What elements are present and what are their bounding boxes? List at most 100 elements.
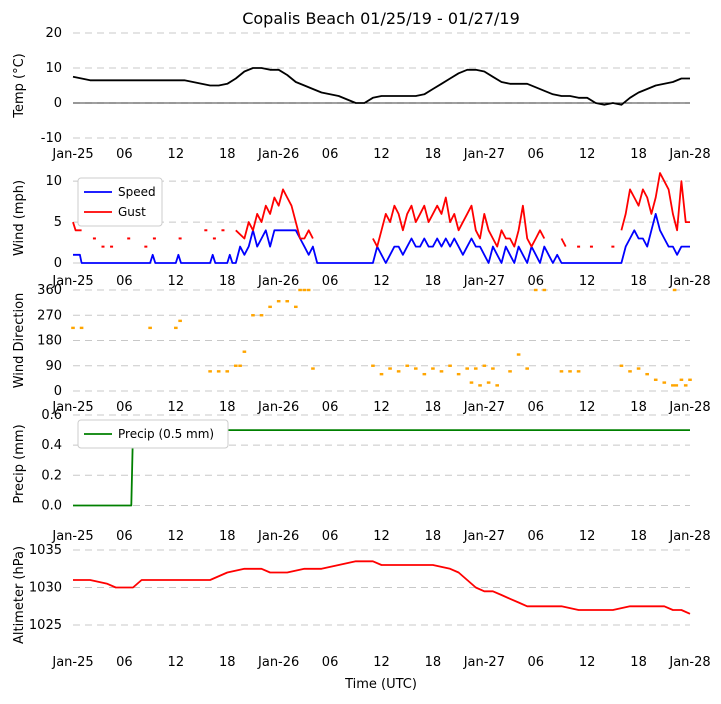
x-tick-label: 12 (168, 147, 185, 162)
data-point (208, 370, 212, 373)
x-axis-label: Time (UTC) (344, 677, 417, 692)
data-point (178, 319, 182, 323)
legend-box (77, 419, 229, 449)
series-line (72, 67, 690, 106)
data-point (234, 364, 238, 367)
x-tick-label: Jan-28 (668, 147, 710, 162)
y-tick-label: 0 (54, 256, 62, 271)
data-point (311, 367, 315, 370)
x-tick-label: Jan-25 (51, 655, 93, 670)
x-tick-label: 06 (116, 400, 133, 415)
x-tick-label: Jan-27 (463, 400, 505, 415)
legend-entry: Precip (0.5 mm) (118, 427, 214, 441)
x-tick-label: 12 (373, 529, 390, 544)
data-point (298, 288, 302, 292)
data-point (577, 245, 581, 248)
y-axis-label: Altimeter (hPa) (12, 546, 27, 644)
data-point (662, 381, 667, 384)
series-line (620, 172, 690, 232)
x-tick-label: Jan-26 (257, 147, 299, 162)
y-tick-label: 10 (45, 61, 62, 76)
data-point (92, 237, 96, 240)
y-tick-label: 5 (54, 215, 62, 230)
data-point (178, 237, 182, 240)
data-point (473, 367, 478, 370)
x-tick-label: Jan-28 (668, 529, 710, 544)
y-tick-label: 1030 (29, 581, 62, 596)
data-point (144, 245, 148, 248)
x-tick-label: 06 (527, 147, 544, 162)
x-tick-label: Jan-25 (51, 274, 93, 289)
y-axis-label: Wind Direction (12, 293, 27, 389)
x-tick-label: 06 (116, 274, 133, 289)
x-tick-label: 18 (219, 655, 236, 670)
x-tick-label: 18 (425, 529, 442, 544)
data-point (576, 370, 581, 373)
x-tick-label: 12 (579, 400, 596, 415)
data-point (276, 300, 281, 303)
data-point (672, 288, 677, 292)
x-tick-label: 06 (116, 147, 133, 162)
y-axis-label: Precip (mm) (12, 424, 27, 503)
data-point (225, 370, 230, 373)
x-tick-label: Jan-28 (668, 655, 710, 670)
data-point (216, 370, 221, 373)
data-point (371, 364, 375, 367)
x-tick-label: 06 (322, 400, 339, 415)
data-point (486, 381, 491, 384)
data-point (465, 367, 469, 370)
y-tick-label: 90 (45, 359, 62, 374)
data-point (533, 288, 538, 292)
x-tick-label: Jan-25 (51, 147, 93, 162)
data-point (71, 326, 75, 330)
x-tick-label: Jan-26 (257, 400, 299, 415)
x-tick-label: 12 (373, 400, 390, 415)
x-tick-label: Jan-26 (257, 529, 299, 544)
data-point (456, 372, 461, 376)
data-point (495, 384, 499, 387)
data-point (152, 237, 156, 240)
y-tick-label: 20 (45, 26, 62, 41)
data-point (413, 367, 418, 370)
data-point (683, 384, 688, 387)
data-point (268, 305, 272, 309)
data-point (674, 384, 679, 387)
y-tick-label: 1025 (29, 618, 62, 633)
data-point (645, 372, 649, 376)
series-line (560, 238, 567, 248)
x-tick-label: 12 (373, 147, 390, 162)
data-point (568, 370, 572, 373)
x-tick-label: 12 (168, 529, 185, 544)
panel-4: 0.0 0.2 0.4 0.6 Precip (mm) Jan-25 06 12 18 Jan-2… (12, 408, 711, 544)
x-tick-label: 06 (322, 529, 339, 544)
series-direction (71, 288, 692, 387)
data-point (671, 384, 675, 387)
data-point (679, 378, 684, 381)
x-tick-label: 12 (168, 274, 185, 289)
series-speed (73, 213, 690, 264)
data-point (148, 326, 152, 330)
legend: Speed Gust (77, 177, 163, 227)
series-line (73, 213, 690, 264)
data-point (422, 372, 427, 376)
x-tick-label: 18 (425, 147, 442, 162)
series-line (73, 429, 690, 507)
data-point (212, 237, 216, 240)
data-point (542, 288, 547, 292)
data-point (302, 288, 307, 292)
data-point (127, 237, 131, 240)
data-point (653, 378, 658, 381)
panel-3: 0 90 180 270 360 Wind Direction Jan-25 06 12 18 Ja… (12, 283, 711, 415)
series-temp (72, 67, 690, 106)
data-point (508, 370, 512, 373)
y-tick-label: 180 (37, 334, 62, 349)
x-tick-label: 06 (322, 655, 339, 670)
series-altimeter (73, 560, 691, 615)
x-tick-label: 18 (425, 400, 442, 415)
x-tick-label: Jan-25 (51, 529, 93, 544)
x-tick-label: 12 (373, 274, 390, 289)
data-point (478, 384, 482, 387)
data-point (525, 367, 529, 370)
